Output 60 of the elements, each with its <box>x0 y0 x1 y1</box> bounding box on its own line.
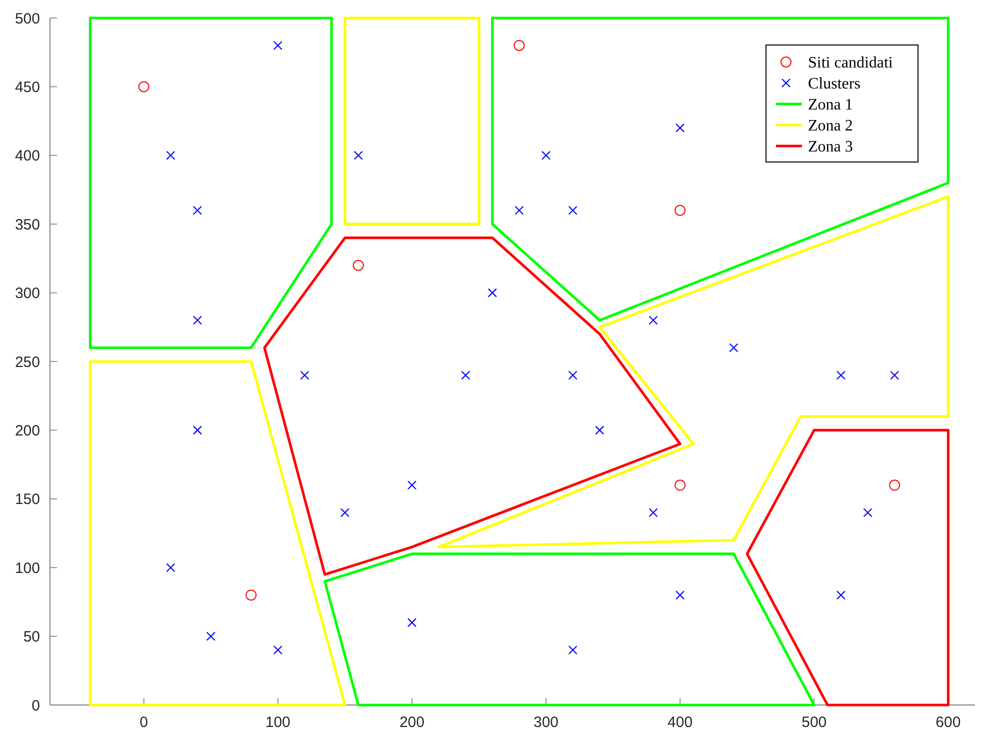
point <box>568 645 578 655</box>
point <box>836 370 846 380</box>
point <box>273 645 282 655</box>
point <box>889 480 900 491</box>
point <box>352 260 364 271</box>
point <box>166 150 176 160</box>
y-tick-label: 150 <box>14 491 40 508</box>
point <box>676 123 685 132</box>
legend-label: Zona 3 <box>808 138 853 156</box>
point <box>407 618 417 628</box>
point <box>676 590 685 600</box>
point <box>729 343 738 352</box>
y-tick-label: 200 <box>14 422 40 440</box>
x-tick-label: 0 <box>140 714 148 731</box>
y-tick-label: 400 <box>14 148 40 165</box>
y-tick-label: 350 <box>14 216 40 234</box>
point <box>541 150 551 160</box>
point <box>138 81 150 92</box>
point <box>488 288 497 298</box>
point <box>246 590 257 601</box>
point <box>273 40 282 50</box>
legend-label: Clusters <box>808 76 860 93</box>
y-tick-label: 300 <box>14 285 40 302</box>
x-tick-label: 100 <box>265 714 290 731</box>
point <box>514 206 524 215</box>
y-tick-label: 50 <box>23 628 40 646</box>
point <box>674 480 686 491</box>
point <box>648 508 658 518</box>
y-tick-label: 450 <box>14 78 40 96</box>
point <box>568 206 578 215</box>
y-tick-label: 100 <box>14 560 40 577</box>
point <box>407 480 417 490</box>
point <box>340 508 350 518</box>
point <box>836 590 846 600</box>
y-tick-label: 250 <box>14 354 40 371</box>
y-tick-label: 0 <box>32 697 40 714</box>
legend-label: Zona 2 <box>808 118 853 135</box>
point <box>192 426 202 435</box>
point <box>166 563 176 572</box>
x-tick-label: 200 <box>399 714 424 731</box>
x-tick-label: 500 <box>802 714 827 731</box>
point <box>863 508 872 518</box>
point <box>595 426 604 435</box>
legend-label: Siti candidati <box>808 54 894 72</box>
point <box>461 370 470 380</box>
point <box>674 204 686 216</box>
point <box>890 370 900 380</box>
y-tick-label: 500 <box>14 10 40 28</box>
legend-label: Zona 1 <box>808 96 853 114</box>
point <box>300 370 310 380</box>
x-tick-label: 300 <box>534 714 559 731</box>
point <box>648 316 658 325</box>
point <box>192 206 202 215</box>
point <box>192 316 202 325</box>
x-tick-label: 600 <box>936 714 961 731</box>
point <box>206 632 216 641</box>
point <box>514 40 525 51</box>
point <box>354 150 363 160</box>
point <box>568 370 578 380</box>
x-tick-label: 400 <box>668 714 693 731</box>
